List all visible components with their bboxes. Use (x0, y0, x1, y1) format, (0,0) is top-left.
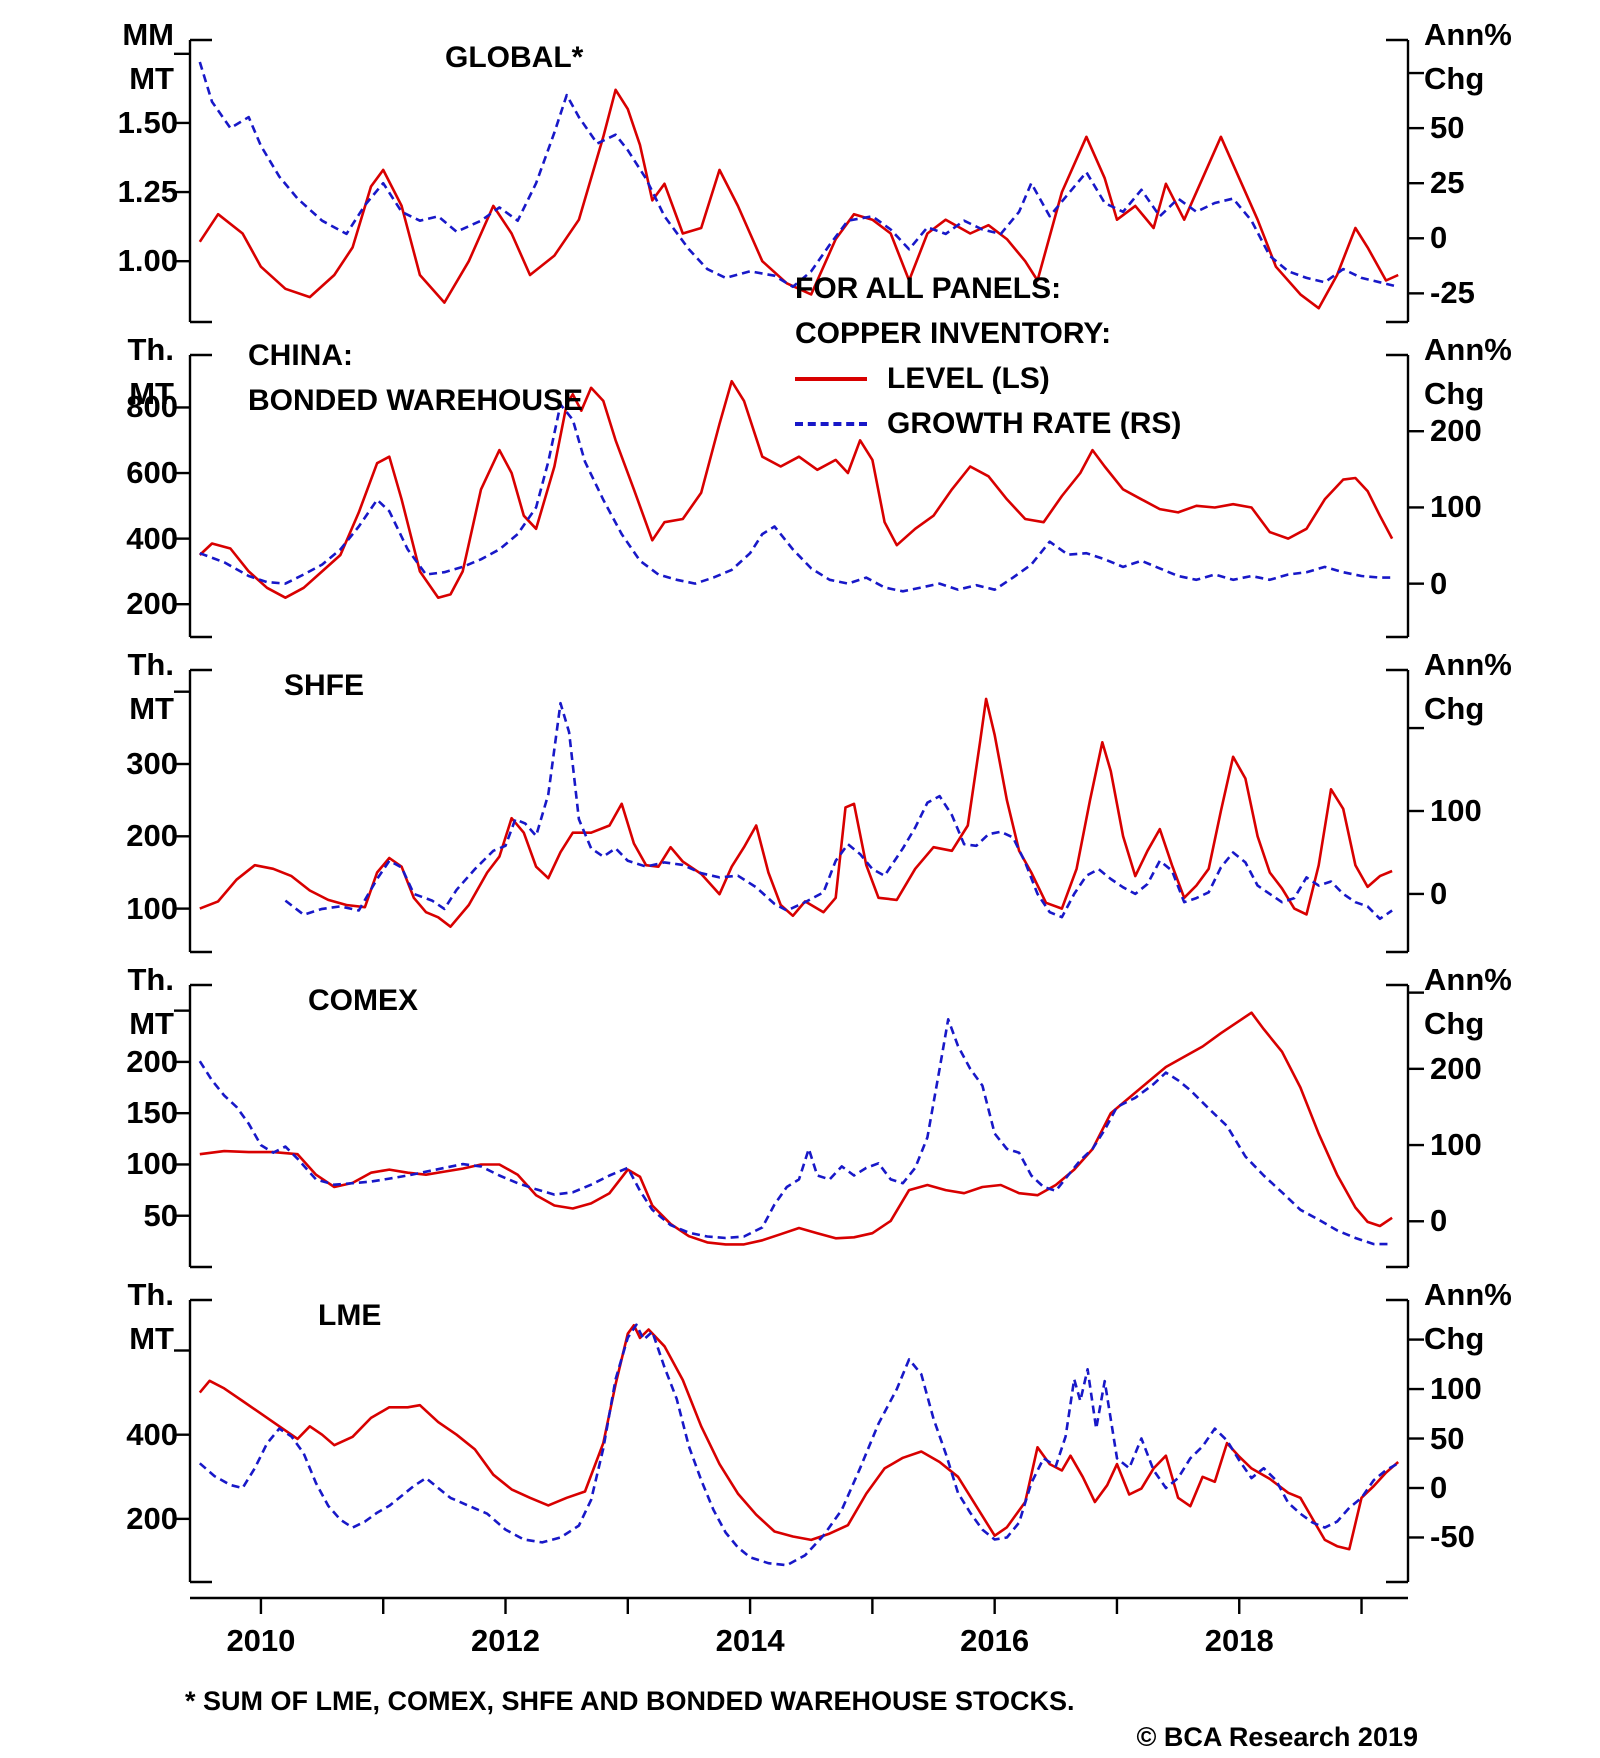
right-axis-tick-label: 100 (1430, 1371, 1482, 1407)
right-axis-tick-label: 100 (1430, 793, 1482, 828)
right-axis-tick-label: 100 (1430, 1127, 1482, 1163)
left-axis-unit-label: MT (129, 376, 174, 411)
right-axis-tick-label: -50 (1430, 1519, 1475, 1555)
left-axis-unit-label: Th. (127, 647, 175, 682)
left-axis-tick-label: 50 (143, 1197, 178, 1233)
legend-item-growth: GROWTH RATE (RS) (795, 401, 1181, 446)
right-axis-tick-label: 100 (1430, 489, 1482, 525)
right-axis-unit-label: Chg (1424, 1006, 1485, 1041)
copyright: © BCA Research 2019 (1136, 1722, 1418, 1752)
left-axis-tick-label: 200 (126, 818, 178, 854)
left-axis-unit-label: MT (129, 1321, 174, 1356)
left-axis-unit-label: Th. (127, 962, 175, 997)
right-axis-unit-label: Chg (1424, 61, 1485, 96)
growth-rate-line (198, 1323, 1399, 1567)
panel-title-china-line1: CHINA: (248, 339, 353, 372)
left-axis-tick-label: 100 (126, 1146, 178, 1182)
right-axis-tick-label: 50 (1430, 110, 1465, 146)
left-axis-tick-label: 600 (126, 455, 178, 491)
right-axis-tick-label: 0 (1430, 220, 1448, 256)
right-axis-unit-label: Ann% (1424, 17, 1512, 52)
right-axis-tick-label: 50 (1430, 1420, 1465, 1456)
right-axis-tick-label: 200 (1430, 413, 1482, 449)
right-axis-tick-label: 0 (1430, 1470, 1448, 1505)
right-axis-unit-label: Ann% (1424, 647, 1512, 682)
level-line (198, 379, 1394, 600)
left-axis-unit-label: Th. (127, 332, 175, 367)
left-axis-tick-label: 200 (126, 1043, 178, 1079)
x-axis-year-label: 2010 (226, 1623, 296, 1658)
panel-title-comex: COMEX (308, 984, 419, 1017)
left-axis-tick-label: 400 (126, 1416, 178, 1452)
level-line-swatch (795, 376, 867, 381)
growth-rate-line (199, 403, 1393, 593)
right-axis-tick-label: 25 (1430, 165, 1465, 201)
left-axis-unit-label: MT (129, 691, 174, 726)
right-axis-unit-label: Chg (1424, 691, 1485, 726)
growth-rate-line (284, 701, 1393, 921)
level-line (198, 88, 1399, 310)
left-axis-unit-label: MT (129, 61, 174, 96)
level-line (199, 697, 1393, 929)
right-axis-tick-label: 0 (1430, 1203, 1448, 1239)
legend-label-growth: GROWTH RATE (RS) (887, 407, 1182, 440)
footnote: * SUM OF LME, COMEX, SHFE AND BONDED WAR… (185, 1686, 1075, 1716)
legend: FOR ALL PANELS: COPPER INVENTORY: LEVEL … (795, 266, 1181, 446)
left-axis-tick-label: 1.50 (117, 104, 178, 140)
left-axis-unit-label: MT (129, 1006, 174, 1041)
left-axis-tick-label: 1.25 (117, 174, 178, 210)
legend-heading-1: FOR ALL PANELS: (795, 272, 1062, 305)
growth-line-swatch (795, 421, 867, 426)
right-axis-unit-label: Chg (1424, 376, 1485, 411)
left-axis-tick-label: 100 (126, 890, 178, 926)
right-axis-unit-label: Ann% (1424, 332, 1512, 367)
right-axis-tick-label: 0 (1430, 565, 1448, 601)
panel-title-china-line2: BONDED WAREHOUSE (248, 384, 584, 417)
x-axis-year-label: 2018 (1204, 1623, 1274, 1658)
panel-title-lme: LME (318, 1299, 382, 1332)
legend-heading-2: COPPER INVENTORY: (795, 317, 1112, 350)
legend-item-level: LEVEL (LS) (795, 356, 1181, 401)
right-axis-tick-label: -25 (1430, 275, 1475, 311)
left-axis-tick-label: 1.00 (117, 243, 178, 279)
panel-title-global: GLOBAL* (445, 41, 584, 74)
left-axis-tick-label: 800 (126, 389, 178, 425)
left-axis-tick-label: 300 (126, 746, 178, 781)
right-axis-unit-label: Chg (1424, 1321, 1485, 1356)
left-axis-tick-label: 400 (126, 520, 178, 556)
x-axis-year-label: 2012 (471, 1623, 540, 1658)
right-axis-tick-label: 200 (1430, 1050, 1482, 1086)
right-axis-unit-label: Ann% (1424, 1277, 1512, 1312)
right-axis-unit-label: Ann% (1424, 962, 1512, 997)
growth-rate-line (198, 1017, 1393, 1246)
right-axis-tick-label: 0 (1430, 875, 1448, 911)
legend-label-level: LEVEL (LS) (887, 362, 1050, 395)
x-axis-year-label: 2016 (960, 1623, 1030, 1658)
panel-title-shfe: SHFE (284, 669, 365, 702)
left-axis-unit-label: MM (122, 17, 174, 52)
left-axis-unit-label: Th. (127, 1277, 175, 1312)
growth-rate-line (198, 61, 1399, 289)
left-axis-tick-label: 200 (126, 1500, 178, 1536)
level-line (199, 1011, 1393, 1246)
left-axis-tick-label: 150 (126, 1095, 178, 1131)
x-axis-year-label: 2014 (715, 1623, 785, 1658)
left-axis-tick-label: 200 (126, 586, 178, 622)
level-line (198, 1324, 1400, 1551)
